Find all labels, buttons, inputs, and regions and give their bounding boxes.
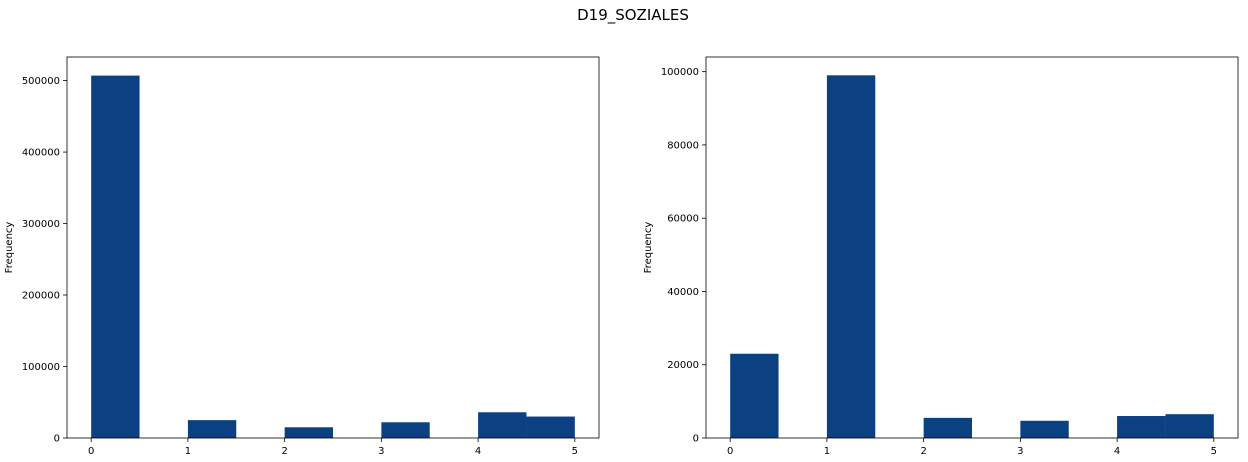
x-tick-label: 4 bbox=[475, 446, 481, 457]
y-tick-label: 100000 bbox=[661, 67, 699, 78]
x-tick-label: 1 bbox=[824, 446, 830, 457]
histogram-bar-4 bbox=[1117, 416, 1166, 438]
y-tick-label: 0 bbox=[54, 434, 60, 445]
y-tick-label: 40000 bbox=[667, 287, 699, 298]
axes-frame bbox=[705, 56, 1239, 439]
histogram-bar-0 bbox=[91, 75, 140, 439]
y-tick-label: 200000 bbox=[22, 291, 60, 302]
y-axis-label: Frequency bbox=[4, 222, 15, 274]
histogram-bar-1 bbox=[187, 420, 237, 438]
y-tick-label: 20000 bbox=[667, 360, 699, 371]
x-tick-label: 1 bbox=[185, 446, 191, 457]
x-tick-label: 3 bbox=[1017, 446, 1023, 457]
right-histogram: 0 1 2 3 4 5 0 20000 40000 60000 80000 100000 Frequen… bbox=[643, 56, 1239, 457]
x-tick-label: 4 bbox=[1114, 446, 1120, 457]
y-tick-label: 500000 bbox=[22, 76, 60, 87]
x-tick-label: 0 bbox=[88, 446, 94, 457]
histogram-bar-5 bbox=[526, 416, 575, 438]
y-tick-label: 300000 bbox=[22, 219, 60, 230]
x-tick-label: 2 bbox=[281, 446, 287, 457]
figure-title: D19_SOZIALES bbox=[577, 6, 689, 25]
x-tick-label: 2 bbox=[920, 446, 926, 457]
axes-frame bbox=[66, 56, 600, 439]
histogram-bar-4 bbox=[478, 412, 527, 438]
y-axis-label: Frequency bbox=[643, 222, 654, 274]
histogram-bar-2 bbox=[923, 417, 972, 438]
histogram-bar-5 bbox=[1165, 414, 1214, 438]
histogram-bar-2 bbox=[284, 427, 333, 438]
y-tick-label: 100000 bbox=[22, 362, 60, 373]
x-tick-label: 0 bbox=[727, 446, 733, 457]
left-histogram: 0 1 2 3 4 5 0 100000 200000 300000 400000 500000 Fre… bbox=[4, 56, 600, 457]
y-tick-label: 80000 bbox=[667, 140, 699, 151]
histogram-bar-3 bbox=[381, 422, 430, 438]
y-tick-label: 60000 bbox=[667, 214, 699, 225]
x-tick-label: 5 bbox=[572, 446, 578, 457]
histogram-bar-0 bbox=[730, 353, 779, 438]
histogram-bar-3 bbox=[1020, 420, 1069, 438]
histogram-bar-1 bbox=[826, 75, 876, 438]
y-tick-label: 400000 bbox=[22, 148, 60, 159]
x-tick-label: 5 bbox=[1211, 446, 1217, 457]
y-tick-label: 0 bbox=[693, 434, 699, 445]
x-tick-label: 3 bbox=[378, 446, 384, 457]
